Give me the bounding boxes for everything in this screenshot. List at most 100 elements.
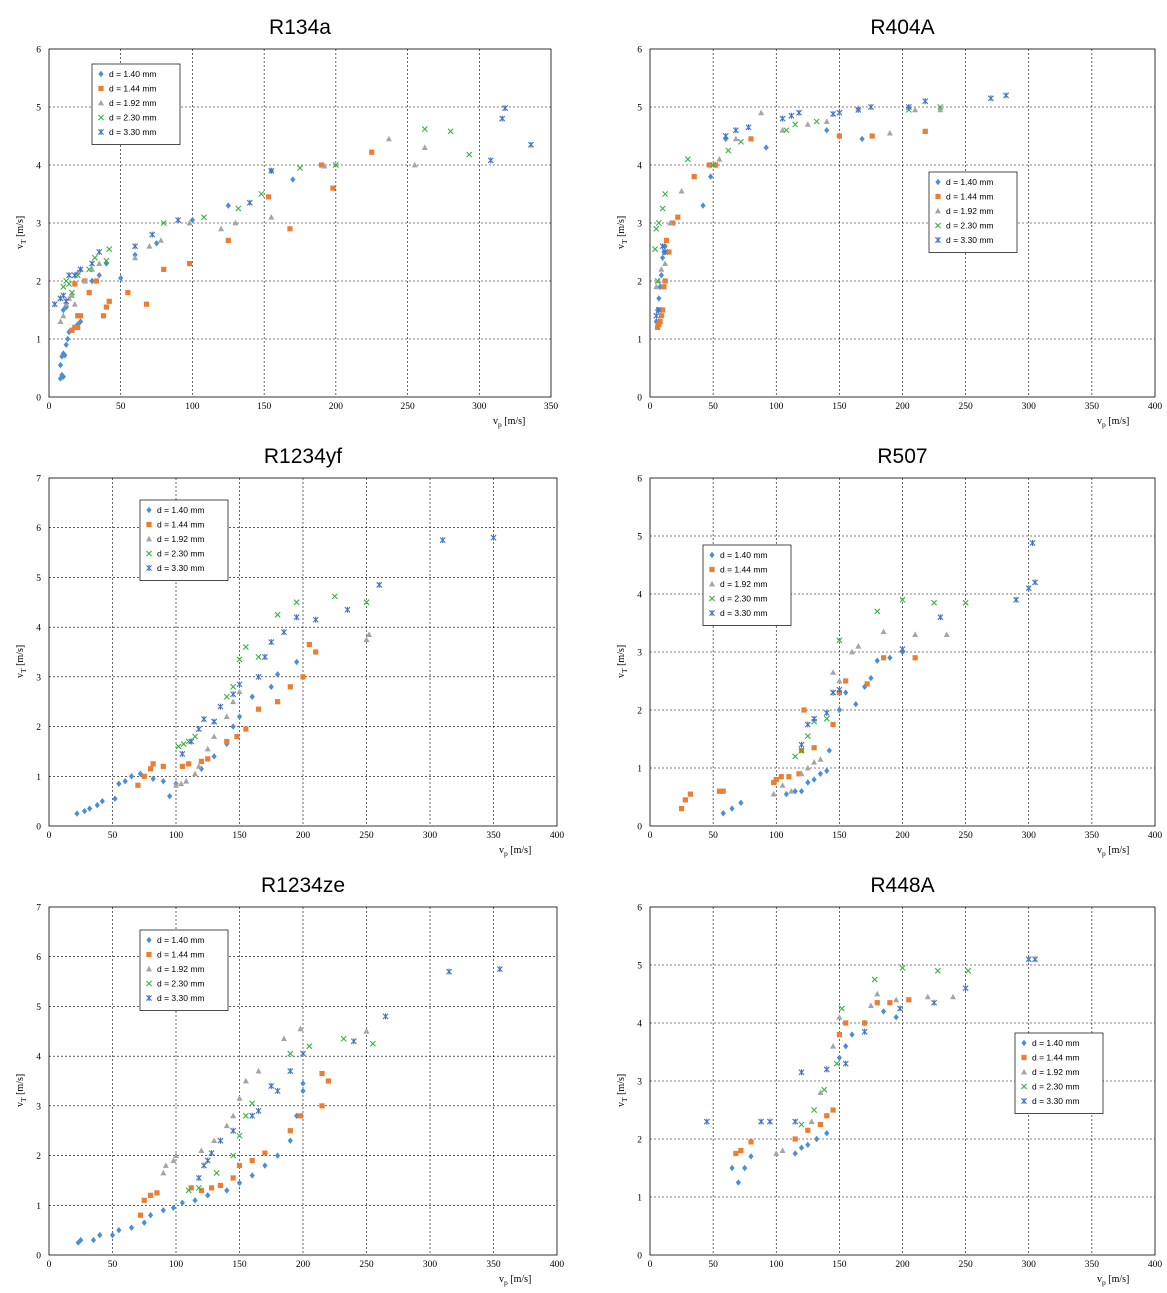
data-point [66,272,73,279]
data-point [887,654,893,661]
data-point [824,1130,830,1137]
data-point [135,782,141,788]
legend-marker [98,85,104,92]
data-point [836,1054,842,1061]
data-point [218,225,225,232]
x-tick-label: 150 [232,1260,247,1270]
series-3 [773,990,956,1156]
data-point [297,1113,304,1119]
data-point [132,243,139,250]
data-point [663,237,670,243]
data-point [490,534,497,541]
data-point [662,191,669,197]
data-point [185,1187,192,1194]
data-point [66,280,73,287]
x-tick-label: 100 [169,1260,184,1270]
data-point [170,1204,177,1211]
legend-label: d = 3.30 mm [946,235,993,245]
data-point [148,1212,154,1219]
data-point [293,614,300,621]
data-point [160,220,167,226]
data-point [843,1043,849,1050]
x-tick-label: 150 [257,402,272,412]
data-point [261,653,268,660]
y-tick-label: 4 [36,1053,41,1063]
data-point [224,1187,230,1194]
data-point [833,1060,840,1067]
data-point [758,109,765,116]
data-point [725,147,732,154]
data-point [230,1127,237,1134]
data-point [733,1150,739,1157]
y-tick-label: 5 [36,574,41,584]
data-point [236,1179,243,1187]
y-tick-label: 0 [637,1252,642,1262]
data-point [729,1164,735,1172]
legend-marker [146,550,152,557]
data-point [737,138,744,145]
data-point [861,1028,868,1035]
y-tick-label: 1 [36,336,41,346]
y-axis-label: vT [m/s] [616,216,629,249]
data-point [899,964,906,971]
data-point [175,217,182,224]
y-axis-label: vT [m/s] [15,1074,28,1107]
data-point [57,361,64,369]
data-point [766,1118,773,1125]
data-point [103,257,110,264]
legend-marker [935,237,941,243]
data-point [811,1107,818,1113]
legend-marker [709,551,715,559]
legend-label: d = 2.30 mm [157,549,204,559]
y-tick-label: 5 [637,962,642,972]
data-point [843,689,849,696]
x-tick-label: 50 [708,831,718,841]
y-tick-label: 2 [36,723,41,733]
data-point [805,1141,811,1148]
data-point [192,770,199,777]
data-point [205,756,211,762]
data-point [96,272,102,279]
y-axis-label: vT [m/s] [15,645,28,678]
data-point [826,747,832,754]
chart-title: R448A [870,874,934,897]
data-point [421,126,428,133]
data-point [72,324,78,330]
legend-marker [709,610,715,616]
data-point [795,109,802,116]
data-point [208,1150,215,1157]
data-point [869,133,875,139]
x-tick-label: 400 [1148,402,1163,412]
data-point [68,292,75,298]
data-point [798,1144,805,1151]
y-tick-label: 2 [36,278,41,288]
data-point [654,278,661,284]
data-point [205,1192,211,1199]
legend: d = 1.40 mm d = 1.44 mm d = 1.92 mm d = 2.3… [1014,1032,1104,1114]
data-point [249,1157,255,1164]
data-point [366,631,373,637]
data-point [96,260,103,266]
data-point [183,778,190,784]
y-tick-label: 4 [36,162,41,172]
data-point [287,1050,294,1057]
x-tick-label: 300 [1022,831,1037,841]
legend-label: d = 1.44 mm [720,565,767,575]
legend-label: d = 1.44 mm [946,192,993,202]
data-point [732,127,739,134]
data-point [195,726,202,733]
y-tick-label: 4 [637,591,642,601]
legend: d = 1.40 mm d = 1.44 mm d = 1.92 mm d = 2.3… [928,171,1018,253]
data-point [318,162,325,168]
data-point [763,144,769,151]
x-tick-label: 50 [108,1260,118,1270]
data-point [655,307,662,313]
data-point [691,174,697,180]
x-tick-label: 100 [185,402,200,412]
x-tick-label: 250 [959,402,974,412]
x-tick-label: 200 [895,402,910,412]
legend-marker [935,222,941,229]
x-tick-label: 350 [544,402,559,412]
legend-marker [146,995,152,1001]
data-point [700,202,706,209]
